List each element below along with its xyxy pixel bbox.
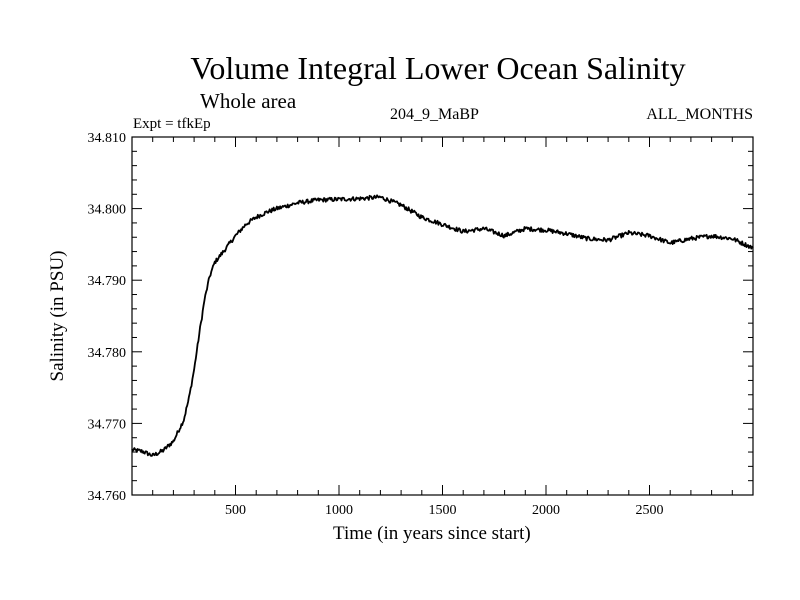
x-tick-label: 1000 [325, 503, 353, 518]
axis-ticks: 500 1000 1500 2000 2500 34.760 34.770 34.780 34.… [88, 131, 753, 518]
y-tick-label: 34.780 [88, 346, 127, 361]
y-tick-label: 34.810 [88, 131, 127, 146]
experiment-label: Expt = tfkEp [133, 116, 211, 132]
chart-subtitle: Whole area [200, 89, 297, 113]
y-tick-label: 34.790 [88, 274, 127, 289]
series-line [131, 194, 754, 457]
y-tick-label: 34.770 [88, 417, 127, 432]
y-tick-label: 34.800 [88, 203, 127, 218]
y-tick-label: 34.760 [88, 489, 127, 504]
x-tick-label: 500 [225, 503, 246, 518]
series-layer [131, 194, 754, 457]
y-axis-label: Salinity (in PSU) [47, 251, 68, 382]
x-tick-label: 2000 [532, 503, 560, 518]
x-tick-label: 2500 [636, 503, 664, 518]
x-axis-label: Time (in years since start) [333, 523, 531, 544]
x-tick-label: 1500 [429, 503, 457, 518]
plot-frame [131, 136, 754, 496]
months-label: ALL_MONTHS [646, 106, 753, 123]
chart-title: Volume Integral Lower Ocean Salinity [190, 50, 686, 86]
run-id-label: 204_9_MaBP [390, 106, 479, 123]
